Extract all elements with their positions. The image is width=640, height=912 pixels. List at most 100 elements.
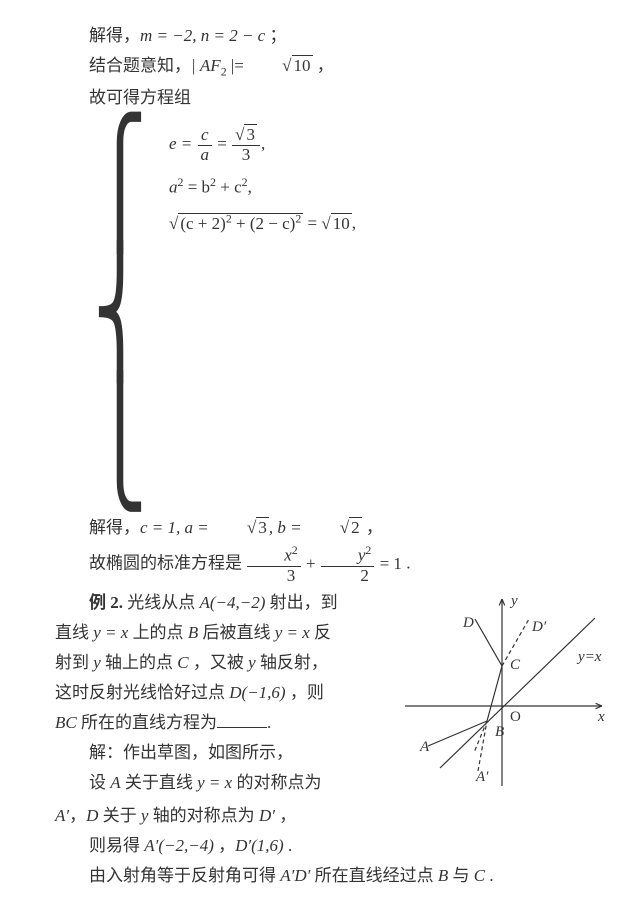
t: 则易得	[89, 836, 144, 855]
m: D′	[259, 806, 275, 825]
sqrt-icon: 2	[306, 514, 362, 542]
line-4: 解得，c = 1, a = 3, b = 2 ，	[55, 514, 610, 542]
t: 射出，到	[265, 593, 337, 612]
m: , b =	[269, 518, 306, 537]
line-5: 故椭圆的标准方程是 x23 + y22 = 1 .	[55, 544, 610, 585]
frac: 33	[232, 126, 260, 164]
m: D′(1,6)	[235, 836, 284, 855]
t: 所在直线经过点	[310, 866, 438, 885]
t: ，	[362, 518, 383, 537]
sqrt-icon: 3	[213, 514, 269, 542]
frac: y22	[321, 544, 375, 585]
t: 上的点	[128, 623, 188, 642]
m: B	[188, 623, 198, 642]
line-2: 结合题意知，| AF2 |= 10 ，	[55, 52, 610, 82]
svg-text:x: x	[597, 709, 605, 725]
m: y = x	[197, 773, 232, 792]
svg-text:y=x: y=x	[576, 649, 602, 665]
m: y	[141, 806, 149, 825]
frac: x23	[247, 544, 301, 585]
m: C	[177, 653, 188, 672]
m: =	[303, 214, 321, 233]
t: 轴的对称点为	[148, 806, 259, 825]
m: D(−1,6)	[229, 683, 285, 702]
m: x	[284, 546, 292, 565]
m: A′	[55, 806, 69, 825]
eq2: a2 = b2 + c2,	[169, 173, 356, 202]
m: ,	[352, 214, 356, 233]
t: 关于	[98, 806, 141, 825]
t: 解得，	[89, 26, 140, 45]
den: a	[198, 146, 213, 165]
den: 3	[247, 567, 301, 586]
m: A(−4,−2)	[200, 593, 266, 612]
rad: 3	[244, 124, 257, 144]
t: 轴反射，	[256, 653, 328, 672]
den: 3	[232, 146, 260, 165]
t: 所在的直线方程为	[77, 713, 217, 732]
line-1: 解得，m = −2, n = 2 − c ；	[55, 22, 610, 50]
m: + (2 − c)	[232, 214, 296, 233]
den: 2	[321, 567, 375, 586]
m: D	[86, 806, 98, 825]
eq1: e = ca = 33,	[169, 126, 356, 164]
num: 3	[232, 126, 260, 146]
rad: 2	[349, 517, 362, 537]
m: + c	[216, 177, 242, 196]
m: c = 1, a = 3, b = 2	[140, 518, 362, 537]
m: B	[438, 866, 448, 885]
t: 光线从点	[127, 593, 199, 612]
ex-label: 例 2.	[89, 593, 127, 612]
m: ,	[248, 177, 252, 196]
t: ，	[214, 836, 235, 855]
m: C	[474, 866, 485, 885]
svg-text:B: B	[495, 724, 504, 740]
t: 的对称点为	[232, 773, 321, 792]
t: 反	[310, 623, 331, 642]
m: m = −2, n = 2 − c	[140, 26, 265, 45]
m: y = x	[275, 623, 310, 642]
t: 由入射角等于反射角可得	[89, 866, 280, 885]
t: 设	[89, 773, 110, 792]
svg-text:D: D	[462, 615, 474, 631]
line-3: 故可得方程组	[55, 84, 610, 112]
brace-icon: ⎧⎨⎩	[93, 118, 147, 508]
eq3: (c + 2)2 + (2 − c)2 = 10,	[169, 209, 356, 238]
num: c	[198, 126, 213, 146]
m: a	[169, 177, 178, 196]
m: c = 1, a =	[140, 518, 213, 537]
sqrt-icon: (c + 2)2 + (2 − c)2	[169, 209, 303, 238]
m: y	[248, 653, 256, 672]
t: 轴上的点	[101, 653, 178, 672]
sqrt-icon: 3	[235, 126, 257, 145]
m: ,	[261, 134, 265, 153]
sol-l3: A′，D 关于 y 轴的对称点为 D′ ，	[55, 802, 610, 830]
m: | AF2 |= 10	[191, 56, 313, 75]
frac: ca	[198, 126, 213, 164]
m: BC	[55, 713, 77, 732]
m: = 1	[375, 554, 402, 573]
t: ；	[265, 26, 286, 45]
m: |=	[227, 56, 249, 75]
t: .	[267, 713, 271, 732]
example-2-block: yxOy=xDD′CBAA′ 例 2. 光线从点 A(−4,−2) 射出，到 直…	[55, 587, 610, 799]
m: x23 + y22 = 1	[246, 554, 402, 573]
sqrt-icon: 10	[248, 52, 312, 80]
t: ，	[313, 56, 334, 75]
t: 这时反射光线恰好过点	[55, 683, 229, 702]
t: ，则	[286, 683, 324, 702]
rad: 10	[292, 55, 313, 75]
t: 关于直线	[121, 773, 198, 792]
brace-body: e = ca = 33, a2 = b2 + c2, (c + 2)2 + (2…	[169, 118, 356, 508]
m: e =	[169, 134, 197, 153]
rad: 3	[256, 517, 269, 537]
svg-text:y: y	[509, 593, 518, 609]
m: y = x	[93, 623, 128, 642]
t: 后被直线	[198, 623, 275, 642]
t: 结合题意知，	[89, 56, 191, 75]
svg-text:A: A	[419, 739, 430, 755]
blank-field[interactable]	[217, 710, 267, 728]
num: x2	[247, 544, 301, 566]
m: (c + 2)	[180, 214, 225, 233]
m: +	[302, 554, 320, 573]
